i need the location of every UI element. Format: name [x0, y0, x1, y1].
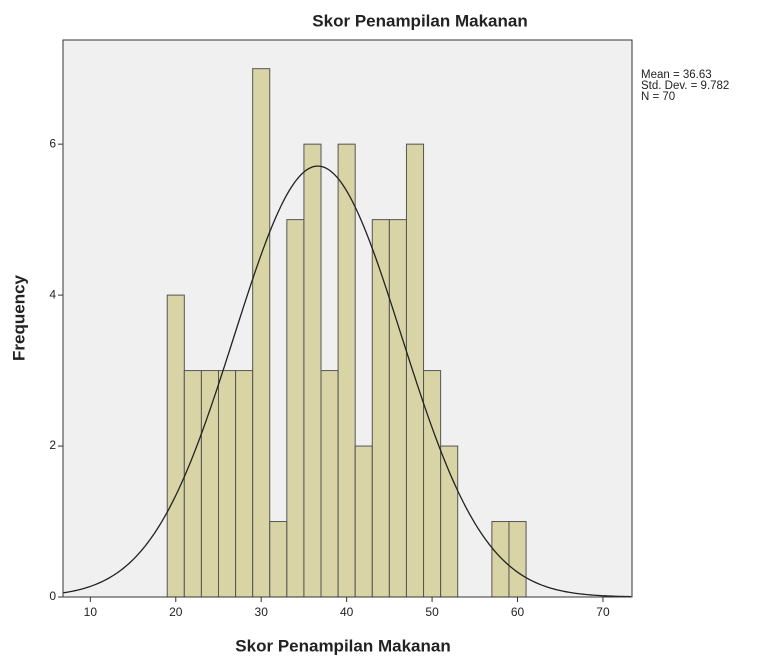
bar [183, 370, 202, 598]
x-tick-label: 30 [255, 605, 269, 619]
bar [166, 294, 185, 598]
y-tick-label: 0 [49, 589, 56, 603]
bar [354, 445, 373, 598]
bar [269, 521, 288, 598]
bar [371, 219, 390, 598]
y-axis-label: Frequency [9, 274, 28, 361]
x-tick-label: 60 [511, 605, 525, 619]
bar [235, 370, 254, 598]
bar [388, 219, 407, 598]
bar [200, 370, 219, 598]
bar [286, 219, 305, 598]
stat-label: Mean = 36.63 [641, 69, 712, 81]
y-tick-label: 4 [49, 287, 56, 301]
plot-border [62, 39, 633, 598]
bar [320, 370, 339, 598]
bar [423, 370, 442, 598]
x-axis-label: Skor Penampilan Makanan [235, 636, 450, 655]
x-tick-label: 50 [425, 605, 439, 619]
bar [405, 143, 425, 598]
chart-title: Skor Penampilan Makanan [312, 11, 527, 30]
bar [252, 68, 271, 598]
bar [440, 445, 459, 598]
x-tick-label: 20 [169, 605, 183, 619]
x-tick-label: 10 [84, 605, 98, 619]
bar [337, 143, 356, 598]
bar [303, 143, 322, 598]
x-tick-label: 40 [340, 605, 354, 619]
stat-label: Std. Dev. = 9.782 [641, 80, 729, 92]
x-tick-label: 70 [596, 605, 610, 619]
bar [217, 370, 237, 598]
bar [491, 521, 510, 598]
y-tick-label: 6 [49, 136, 56, 150]
bar [508, 521, 527, 598]
normal-curve [62, 165, 632, 598]
stat-label: N = 70 [641, 91, 675, 103]
y-tick-label: 2 [49, 438, 56, 452]
